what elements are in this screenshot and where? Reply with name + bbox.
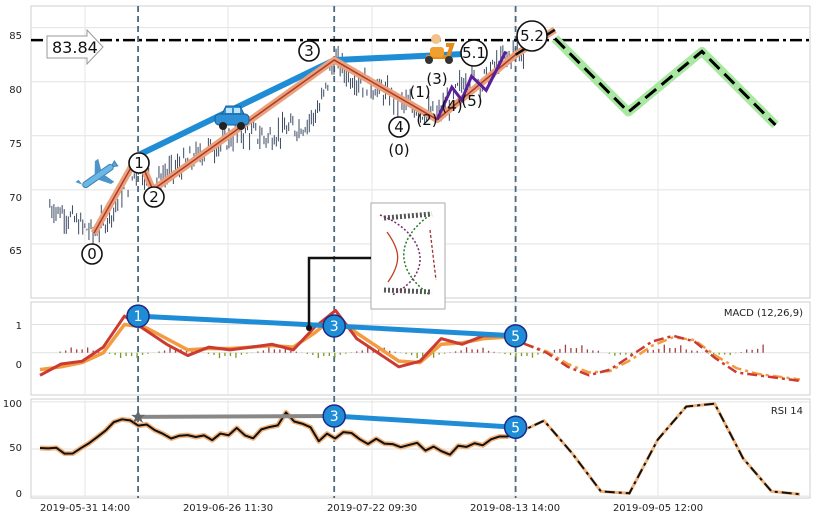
x-tick-label-3: 2019-07-22 09:30: [327, 503, 417, 514]
sub-wave-label-3: (3): [426, 70, 447, 88]
rsi-divergence-marker: [322, 404, 346, 428]
rsi-divergence-label: 5: [511, 420, 520, 436]
wave-label-0: 0: [87, 245, 97, 263]
wave-circle-5-1: [460, 39, 488, 67]
wave-labels: 0 1 2 3 4 5.1 5.2 (0) (1) (2) (3) (4) (5…: [81, 20, 548, 265]
sub-wave-label-0: (0): [388, 141, 409, 159]
rsi-divergence-label: 3: [330, 409, 339, 425]
x-tick-label-2: 2019-06-26 11:30: [183, 503, 273, 514]
macd-divergence-label: 1: [134, 309, 143, 325]
airplane-icon: [75, 158, 119, 189]
sub-wave-label-5: (5): [461, 92, 482, 110]
rsi-line: [39, 411, 516, 456]
sub-wave-label-1: (1): [409, 83, 430, 101]
price-y-tick-80: 80: [9, 85, 22, 96]
rsi-y-tick-100: 100: [3, 399, 22, 410]
star-icon: [131, 409, 146, 423]
projection-line: [553, 37, 777, 127]
x-tick-label-4: 2019-08-13 14:00: [470, 503, 560, 514]
wave-label-1: 1: [134, 154, 144, 172]
macd-divergence-label: 3: [330, 319, 339, 335]
sub-wave-line: [435, 50, 508, 121]
inset-connector: [307, 256, 371, 328]
inset-connector-dot: [306, 325, 312, 331]
plot-layer: 1 3 5 3 5: [31, 6, 810, 498]
x-tick-label-1: 2019-05-31 14:00: [40, 503, 130, 514]
macd-divergence-marker: [322, 314, 346, 338]
wave-label-2: 2: [149, 188, 159, 206]
rsi-divergence-line: [334, 413, 516, 430]
macd-divergence-marker: [126, 304, 150, 328]
wave-circle-5-2: [516, 20, 548, 52]
rsi-y-tick-0: 0: [16, 489, 22, 500]
wave-circle-2: [143, 186, 165, 208]
wave-label-3: 3: [304, 42, 314, 60]
price-y-tick-70: 70: [9, 193, 22, 204]
macd-y-tick-1: 1: [16, 321, 22, 332]
macd-projection: [503, 334, 801, 383]
car-icon: [214, 105, 250, 130]
rsi-divergence-marker: [503, 415, 528, 440]
macd-title: MACD (12,26,9): [724, 308, 803, 319]
rsi-gray-line: [138, 413, 335, 419]
level-value: 83.84: [52, 38, 98, 57]
pattern-inset: [370, 202, 446, 310]
macd-divergence-label: 5: [511, 329, 520, 345]
wave-circle-1: [128, 152, 150, 174]
wave-label-5-2: 5.2: [520, 27, 544, 45]
price-y-tick-75: 75: [9, 139, 22, 150]
wave-circle-4: [388, 116, 410, 138]
macd-line: [39, 308, 505, 377]
wave-circle-3: [298, 40, 320, 62]
sub-wave-label-2: (2): [416, 111, 437, 129]
rsi-title: RSI 14: [771, 406, 803, 417]
x-tick-label-5: 2019-09-05 12:00: [613, 503, 703, 514]
macd-y-tick-0: 0: [16, 360, 22, 371]
macd-divergence-marker: [503, 324, 528, 348]
wave-label-4: 4: [394, 118, 404, 136]
price-y-tick-65: 65: [9, 246, 22, 257]
level-label: 83.84: [46, 28, 104, 66]
sub-wave-label-4: (4): [441, 97, 462, 115]
wave-circle-0: [81, 243, 103, 265]
price-y-tick-85: 85: [9, 31, 22, 42]
macd-signal-projection: [504, 335, 801, 381]
rsi-y-tick-50: 50: [9, 443, 22, 454]
scooter-icon: [425, 34, 455, 64]
rsi-projection-line: [515, 402, 801, 496]
wave-label-5-1: 5.1: [462, 44, 486, 62]
